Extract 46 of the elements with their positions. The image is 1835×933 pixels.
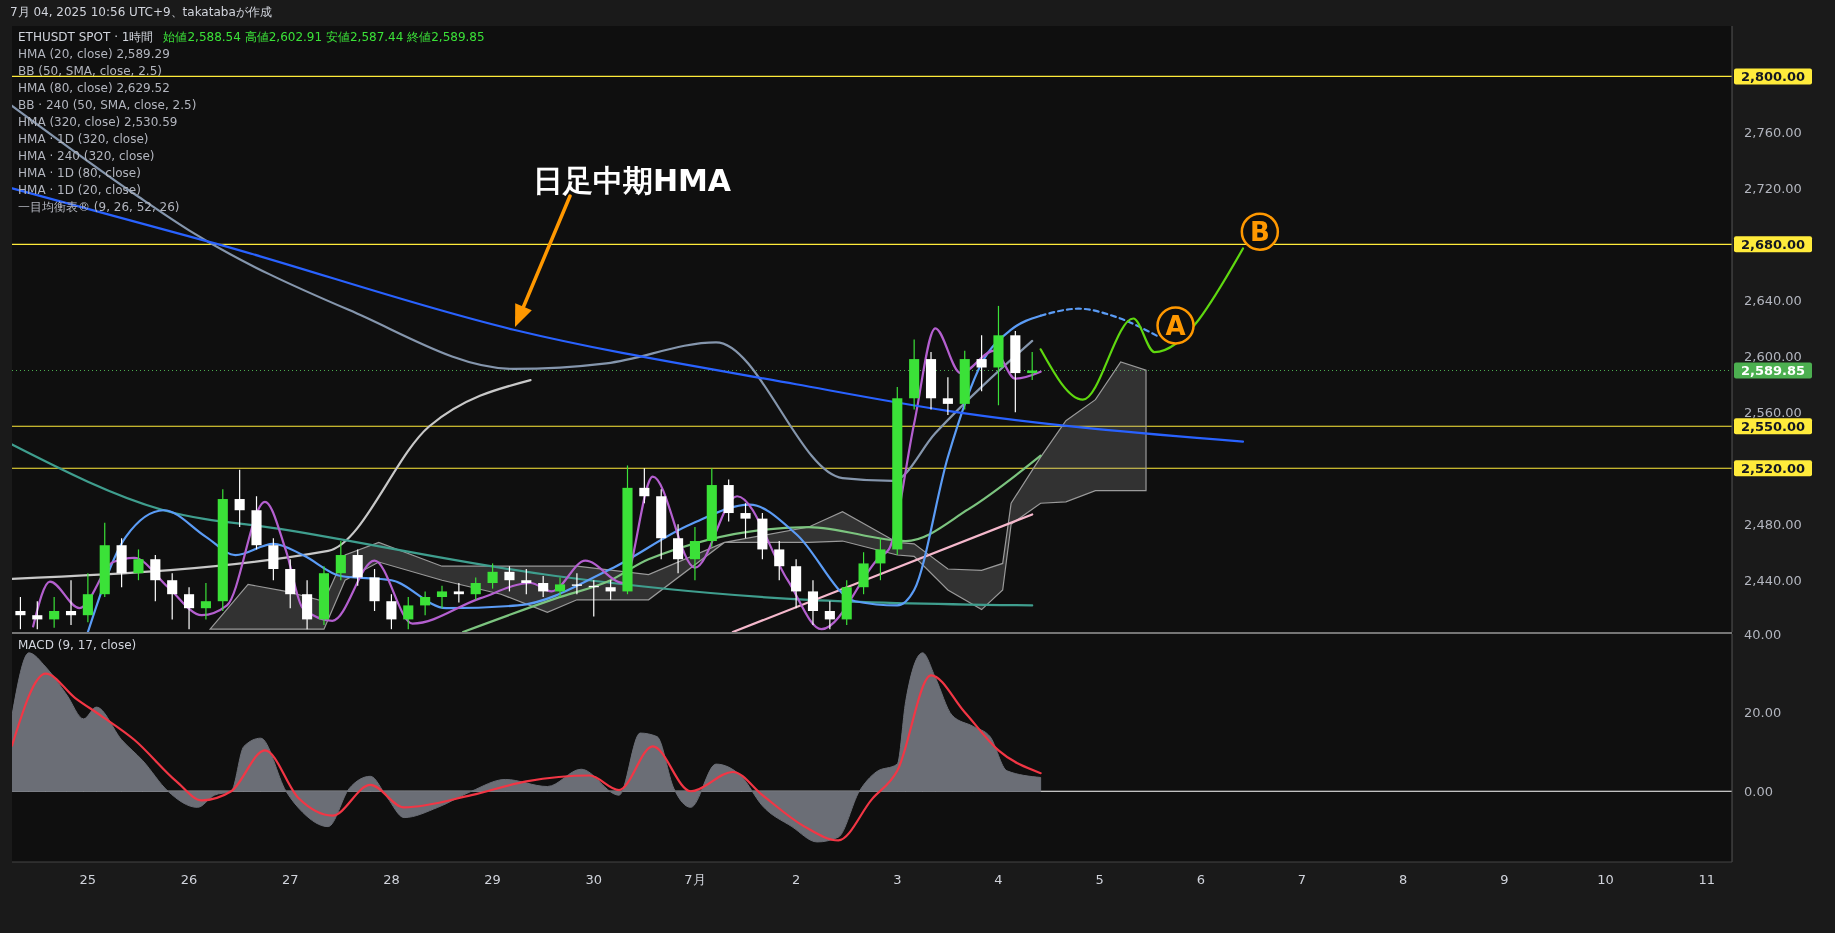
y-tick-label: 2,760.00 [1744, 124, 1802, 140]
chart-title: ETHUSDT SPOT · 1時間 [18, 30, 154, 44]
annotation: HMA (20, close) 2,589.29 [18, 47, 170, 61]
x-tick-label: 28 [383, 872, 400, 887]
chart-title: MACD (9, 17, close) [18, 638, 137, 652]
annotation: HMA (80, close) 2,629.52 [18, 81, 170, 95]
text: 7月 04, 2025 10:56 UTC+9、takatabaが作成 [10, 5, 272, 19]
annotation: 日足中期HMA [532, 163, 732, 198]
y-tick-label: 2,560.00 [1744, 404, 1802, 420]
x-tick-label: 8 [1399, 872, 1408, 887]
x-tick-label: 9 [1500, 872, 1509, 887]
x-tick-label: 25 [79, 872, 97, 887]
chart-subtitle: 始値2,588.54 高値2,602.91 安値2,587.44 終値2,589.85 [163, 30, 485, 44]
y-tick-label: 2,720.00 [1744, 180, 1802, 196]
ref-line-label: 2,520.00 [1740, 460, 1806, 476]
x-tick-label: 5 [1095, 872, 1104, 887]
x-tick-label: 30 [585, 872, 603, 887]
y-tick-label: 2,600.00 [1744, 348, 1802, 364]
ref-line-label: 2,680.00 [1740, 236, 1806, 252]
x-tick-label: 3 [893, 872, 902, 887]
annotation: BB (50, SMA, close, 2.5) [18, 64, 162, 78]
annotation: HMA · 1D (80, close) [18, 166, 141, 180]
annotation: B [1249, 216, 1270, 247]
annotation: A [1165, 310, 1186, 341]
y-tick-label: 0.00 [1744, 783, 1773, 799]
ref-line-label: 2,800.00 [1740, 68, 1806, 84]
annotation: HMA · 240 (320, close) [18, 149, 155, 163]
x-tick-label: 4 [994, 872, 1003, 887]
x-tick-label: 11 [1698, 872, 1715, 887]
x-tick-label: 27 [281, 872, 299, 887]
y-tick-label: 2,480.00 [1744, 516, 1802, 532]
x-tick-label: 7月 [684, 872, 706, 887]
ref-line-label: 2,550.00 [1740, 418, 1806, 434]
y-tick-label: 2,440.00 [1744, 572, 1802, 588]
x-tick-label: 26 [180, 872, 198, 887]
x-tick-label: 7 [1297, 872, 1307, 887]
ref-line-label: 2,589.85 [1740, 363, 1806, 378]
y-tick-label: 20.00 [1744, 705, 1782, 721]
x-tick-label: 10 [1597, 872, 1614, 887]
annotation: BB · 240 (50, SMA, close, 2.5) [18, 98, 197, 112]
x-tick-label: 6 [1196, 872, 1205, 887]
x-tick-label: 29 [484, 872, 501, 887]
y-tick-label: 2,640.00 [1744, 292, 1802, 308]
annotation: HMA · 1D (320, close) [18, 132, 149, 146]
y-tick-label: 40.00 [1744, 626, 1782, 642]
x-tick-label: 2 [791, 872, 801, 887]
